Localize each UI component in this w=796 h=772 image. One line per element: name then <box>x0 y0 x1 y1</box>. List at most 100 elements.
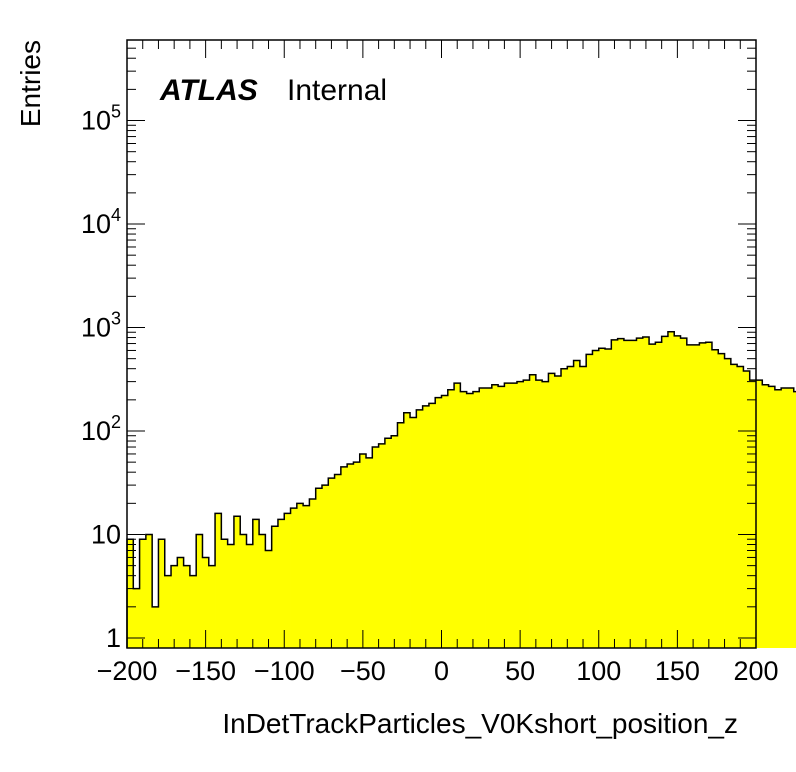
histogram-bar <box>693 344 700 648</box>
histogram-bar <box>447 389 455 648</box>
histogram-bar <box>171 565 178 648</box>
histogram-bar <box>164 575 172 648</box>
histogram-bar <box>315 488 323 648</box>
x-tick-label: 100 <box>576 656 621 686</box>
histogram-bars <box>127 331 796 648</box>
histogram-bar <box>277 519 285 648</box>
histogram-bar <box>787 388 795 648</box>
histogram-bar <box>705 342 713 648</box>
histogram-bar <box>265 550 273 648</box>
histogram-bar <box>579 366 587 648</box>
histogram-bar <box>774 389 782 648</box>
y-tick-label: 1 <box>106 623 121 653</box>
histogram-bar <box>127 539 134 648</box>
histogram-bar <box>472 391 480 648</box>
histogram-bar <box>397 422 405 648</box>
histogram-bar <box>422 405 430 648</box>
histogram-bar <box>139 539 147 648</box>
x-axis-label: InDetTrackParticles_V0Kshort_position_z <box>222 708 738 739</box>
histogram-bar <box>655 342 663 648</box>
histogram-bar <box>384 438 392 648</box>
histogram-bar <box>548 373 556 648</box>
histogram-bar <box>479 388 486 648</box>
histogram-bar <box>347 463 354 648</box>
histogram-bar <box>737 366 744 648</box>
histogram-bar <box>246 544 254 648</box>
histogram-bar <box>240 534 247 648</box>
histogram-bar <box>573 360 581 648</box>
histogram-bar <box>215 513 222 648</box>
y-axis-label: Entries <box>15 40 46 127</box>
histogram-bar <box>259 534 266 648</box>
x-tick-label: −200 <box>97 656 158 686</box>
histogram-bar <box>605 348 612 648</box>
histogram-bar <box>435 397 442 648</box>
histogram-bar <box>233 516 241 648</box>
histogram-bar <box>366 457 373 648</box>
histogram-bar <box>221 539 229 648</box>
x-tick-label: 0 <box>434 656 449 686</box>
histogram-bar <box>567 366 574 648</box>
histogram-bar <box>328 478 335 648</box>
histogram-bar <box>724 358 732 648</box>
histogram-bar <box>454 383 461 648</box>
y-tick-label: 103 <box>81 309 121 343</box>
histogram-bar <box>516 381 524 648</box>
histogram-bar <box>290 508 298 648</box>
histogram-bar <box>510 383 518 648</box>
y-tick-label: 10 <box>91 519 121 549</box>
x-tick-label: 150 <box>655 656 700 686</box>
y-tick-labels: 1 10 102 103 104 105 <box>81 102 121 653</box>
histogram-bar <box>158 539 166 648</box>
histogram-bar <box>152 606 159 648</box>
histogram-bar <box>466 393 474 648</box>
histogram-bar <box>642 336 650 648</box>
histogram-bar <box>504 383 512 648</box>
histogram-bar <box>592 350 600 648</box>
histogram-bar <box>743 370 751 648</box>
histogram-bar <box>133 588 140 648</box>
histogram-bar <box>529 374 537 648</box>
histogram-bar <box>561 368 568 648</box>
histogram-bar <box>781 388 788 648</box>
histogram-bar <box>598 348 606 648</box>
histogram-bar <box>177 557 185 648</box>
histogram-bar <box>718 353 725 648</box>
histogram-bar <box>145 534 153 648</box>
histogram-bar <box>485 388 493 648</box>
histogram-bar <box>340 466 348 648</box>
histogram-bar <box>674 335 681 648</box>
histogram-bar <box>680 338 688 648</box>
x-tick-label: −150 <box>175 656 236 686</box>
histogram-bar <box>391 435 398 648</box>
histogram-bar <box>372 447 379 648</box>
histogram-bar <box>378 443 386 648</box>
axis-ticks <box>126 39 757 648</box>
histogram-bar <box>623 340 631 648</box>
histogram-bar <box>321 485 329 648</box>
histogram-bar <box>611 339 619 648</box>
histogram-bar <box>416 409 424 648</box>
histogram-bar <box>768 386 776 648</box>
histogram-bar <box>699 342 707 648</box>
histogram-bar <box>554 375 562 648</box>
histogram-outline <box>126 330 796 648</box>
histogram-bar <box>403 412 411 648</box>
y-tick-label: 104 <box>81 205 121 239</box>
histogram-bar <box>523 380 530 648</box>
histogram-bar <box>661 336 669 648</box>
histogram-bar <box>667 331 675 648</box>
histogram-bar <box>303 505 310 648</box>
histogram-bar <box>296 503 304 648</box>
x-tick-labels: −200 −150 −100 −50 0 50 100 150 200 <box>97 656 779 686</box>
y-tick-label: 105 <box>81 102 121 136</box>
x-tick-label: 200 <box>733 656 778 686</box>
histogram-bar <box>630 340 637 648</box>
histogram-bar <box>749 380 757 648</box>
histogram-bar <box>428 403 436 648</box>
histogram-bar <box>196 534 203 648</box>
histogram-bar <box>189 575 197 648</box>
histogram-bar <box>498 386 505 648</box>
histogram-bar <box>271 526 279 648</box>
